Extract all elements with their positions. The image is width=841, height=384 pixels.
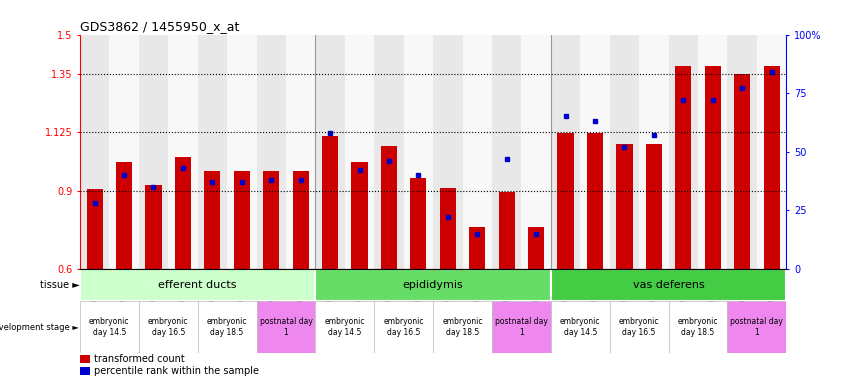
Bar <box>286 35 315 269</box>
Bar <box>139 301 198 353</box>
Bar <box>315 269 551 301</box>
Bar <box>499 192 515 269</box>
Text: embryonic
day 14.5: embryonic day 14.5 <box>89 318 130 337</box>
Text: embryonic
day 18.5: embryonic day 18.5 <box>678 318 718 337</box>
Text: embryonic
day 16.5: embryonic day 16.5 <box>148 318 188 337</box>
Bar <box>116 162 132 269</box>
Bar <box>322 136 338 269</box>
Bar <box>521 35 551 269</box>
Text: embryonic
day 14.5: embryonic day 14.5 <box>560 318 600 337</box>
Bar <box>168 35 198 269</box>
Bar <box>610 35 639 269</box>
Bar <box>669 35 698 269</box>
Bar <box>639 35 669 269</box>
Bar <box>551 35 580 269</box>
Bar <box>198 35 227 269</box>
Bar <box>257 35 286 269</box>
Bar <box>727 301 786 353</box>
Bar <box>80 301 139 353</box>
Text: embryonic
day 18.5: embryonic day 18.5 <box>442 318 483 337</box>
Bar <box>587 133 603 269</box>
Bar <box>204 171 220 269</box>
Bar <box>80 35 109 269</box>
Bar <box>433 35 463 269</box>
Bar <box>315 301 374 353</box>
Bar <box>374 35 404 269</box>
Bar <box>352 162 368 269</box>
Bar <box>757 35 786 269</box>
Text: postnatal day
1: postnatal day 1 <box>495 318 547 337</box>
Text: postnatal day
1: postnatal day 1 <box>731 318 783 337</box>
Bar <box>610 301 669 353</box>
Text: transformed count: transformed count <box>94 354 185 364</box>
Bar <box>492 301 551 353</box>
Bar <box>646 144 662 269</box>
Bar <box>227 35 257 269</box>
Bar <box>374 301 433 353</box>
Bar <box>433 301 492 353</box>
Text: tissue ►: tissue ► <box>40 280 79 290</box>
Bar <box>469 227 485 269</box>
Text: postnatal day
1: postnatal day 1 <box>260 318 312 337</box>
Bar <box>87 189 103 269</box>
Bar <box>675 66 691 269</box>
Bar <box>551 269 786 301</box>
Bar <box>734 74 750 269</box>
Bar <box>175 157 191 269</box>
Text: embryonic
day 18.5: embryonic day 18.5 <box>207 318 247 337</box>
Bar <box>580 35 610 269</box>
Text: vas deferens: vas deferens <box>632 280 705 290</box>
Bar <box>139 35 168 269</box>
Bar <box>551 301 610 353</box>
Bar <box>705 66 721 269</box>
Bar <box>257 301 315 353</box>
Text: embryonic
day 16.5: embryonic day 16.5 <box>383 318 424 337</box>
Bar <box>727 35 757 269</box>
Bar <box>109 35 139 269</box>
Bar <box>345 35 374 269</box>
Text: efferent ducts: efferent ducts <box>158 280 237 290</box>
Text: development stage ►: development stage ► <box>0 323 79 332</box>
Bar <box>463 35 492 269</box>
Text: epididymis: epididymis <box>403 280 463 290</box>
Bar <box>80 367 91 375</box>
Bar <box>293 171 309 269</box>
Text: percentile rank within the sample: percentile rank within the sample <box>94 366 259 376</box>
Bar <box>263 171 279 269</box>
Bar <box>558 133 574 269</box>
Bar <box>381 146 397 269</box>
Bar <box>404 35 433 269</box>
Bar <box>698 35 727 269</box>
Bar <box>616 144 632 269</box>
Text: GDS3862 / 1455950_x_at: GDS3862 / 1455950_x_at <box>80 20 240 33</box>
Text: embryonic
day 16.5: embryonic day 16.5 <box>619 318 659 337</box>
Bar <box>669 301 727 353</box>
Bar <box>410 178 426 269</box>
Bar <box>80 269 315 301</box>
Bar <box>440 188 456 269</box>
Bar <box>315 35 345 269</box>
Bar <box>145 185 161 269</box>
Bar <box>492 35 521 269</box>
Bar <box>234 171 250 269</box>
Bar <box>198 301 257 353</box>
Bar <box>80 355 91 363</box>
Bar <box>764 66 780 269</box>
Bar <box>528 227 544 269</box>
Text: embryonic
day 14.5: embryonic day 14.5 <box>325 318 365 337</box>
